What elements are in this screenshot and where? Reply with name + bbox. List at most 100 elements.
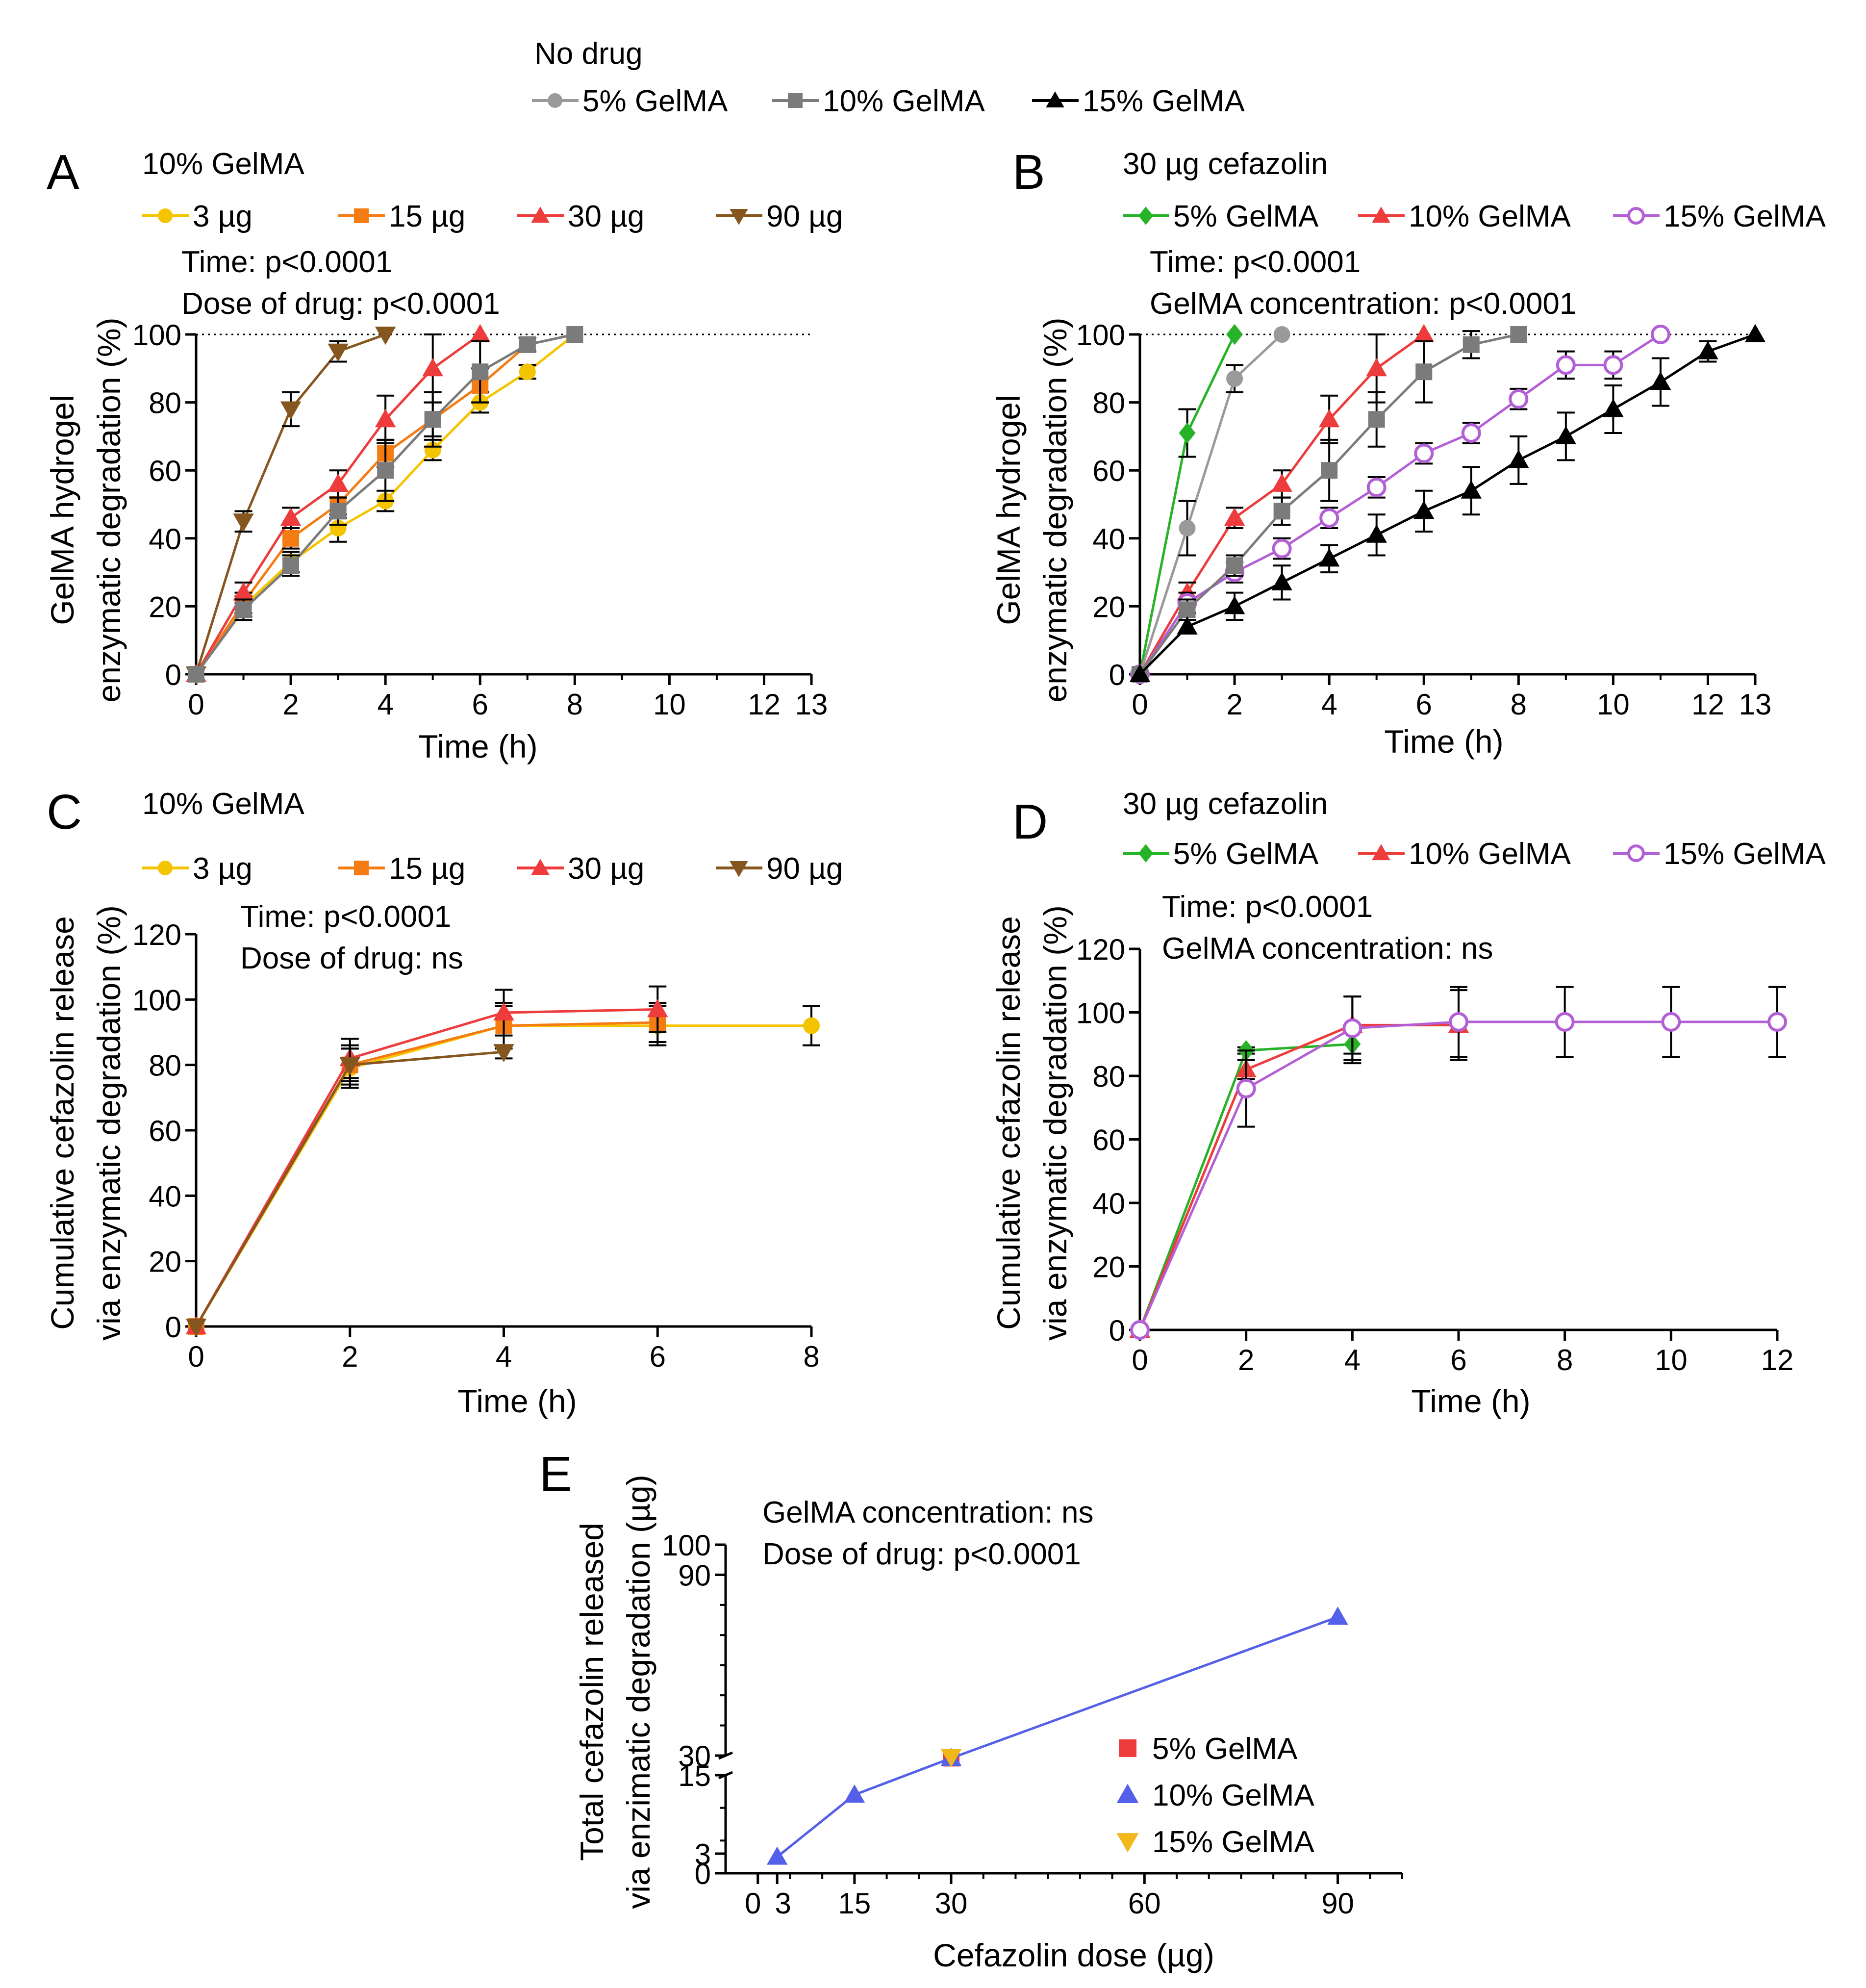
panel-D-y-tick-label: 0 (1109, 1314, 1125, 1347)
panel-B-data-point (1321, 462, 1338, 479)
panel-A-header: 10% GelMA (142, 147, 304, 181)
global-legend-entry-1-marker (788, 93, 803, 108)
panel-E-y-tick-label: 100 (662, 1529, 711, 1562)
global-legend-entry-0-label: 5% GelMA (582, 84, 728, 118)
panel-B-ylabel-line2: enzymatic degradation (%) (1037, 317, 1073, 702)
panel-A-series-0 (188, 326, 583, 683)
panel-B-data-point (1179, 520, 1196, 537)
panel-B-xlabel: Time (h) (1384, 723, 1503, 760)
panel-B-stat-time: Time: p<0.0001 (1150, 245, 1361, 279)
panel-A-legend-entry-0-label: 3 µg (193, 200, 252, 233)
panel-A-data-point (280, 507, 302, 526)
panel-B-series-4 (1132, 326, 1527, 683)
panel-E-series-2 (940, 1749, 962, 1767)
panel-B-y-tick-label: 40 (1092, 523, 1125, 556)
panel-B-header: 30 µg cefazolin (1123, 147, 1328, 181)
panel-C-y-tick-label: 20 (149, 1246, 181, 1278)
panel-B-x-tick-label: 6 (1416, 688, 1432, 721)
panel-C-header: 10% GelMA (142, 787, 304, 821)
panel-B-y-tick-label: 60 (1092, 455, 1125, 487)
panel-C-series-1 (188, 1002, 667, 1335)
panel-A-data-point (424, 411, 441, 428)
panel-A-ylabel-line1: GelMA hydrogel (44, 395, 80, 625)
panel-C-legend-entry-2-marker (531, 859, 550, 875)
panel-B-data-point (1318, 548, 1340, 567)
panel-B-data-point (1272, 538, 1292, 559)
panel-B-data-point (1461, 423, 1481, 443)
panel-B-data-point (1179, 601, 1196, 618)
panel-E-legend-label-2: 15% GelMA (1152, 1825, 1314, 1859)
panel-C-legend-entry-0-marker (158, 861, 173, 875)
panel-C-legend-entry-0-label: 3 µg (193, 852, 252, 886)
panel-letter-B: B (1012, 145, 1045, 200)
panel-D-ylabel-line2: via enzymatic degradation (%) (1037, 905, 1073, 1341)
panel-C-data-point (803, 1017, 820, 1034)
panel-B-data-point (1271, 473, 1292, 492)
panel-A-legend-entry-3-marker (730, 208, 748, 225)
panel-B-data-point (1650, 371, 1671, 390)
panel-D-plot: 0 20 40 60 80 100 120 0 2 4 6 8 10 12 5% GelMA 10% GelM… (1076, 837, 1826, 1376)
panel-A-plot: 0 20 40 60 80 100 0 2 4 6 8 10 12 13 3 µg 15 µg 30 µg 90 … (132, 200, 843, 721)
panel-B-legend-entry-2-marker (1627, 207, 1645, 225)
panel-A-legend-entry-3-label: 90 µg (766, 200, 843, 233)
panel-D-data-point (1555, 1012, 1575, 1032)
panel-B-data-point (1129, 663, 1151, 682)
panel-D-legend-entry-1-label: 10% GelMA (1409, 837, 1571, 871)
panel-E-xlabel: Cefazolin dose (µg) (933, 1937, 1214, 1973)
panel-C-y-tick-label: 60 (149, 1115, 181, 1147)
panel-A-data-point (469, 324, 491, 342)
panel-B-data-point (1226, 557, 1243, 574)
panel-B-data-point (1366, 358, 1387, 377)
panel-B-x-tick-label: 2 (1226, 688, 1242, 721)
global-legend-entry-0-marker (548, 93, 562, 108)
panel-D-header: 30 µg cefazolin (1123, 787, 1328, 821)
panel-D-data-point (1342, 1018, 1362, 1038)
panel-A-legend-entry-1-label: 15 µg (389, 200, 465, 233)
panel-B-legend-entry-1-marker (1372, 206, 1390, 223)
panel-E-ylabel-line2: via enzimatic degradation (µg) (620, 1475, 656, 1909)
panel-B-x-tick-label: 0 (1132, 688, 1148, 721)
panel-D-ylabel-line1: Cumulative cefazolin release (990, 916, 1027, 1330)
global-legend-entry-2-label: 15% GelMA (1083, 84, 1245, 118)
panel-A-data-point (235, 601, 252, 618)
panel-B-data-point (1224, 507, 1245, 526)
panel-C-legend-entry-3-marker (730, 861, 748, 877)
panel-C-series-line (195, 1008, 658, 1327)
panel-B-data-point (1271, 572, 1292, 590)
panel-B-data-point (1697, 341, 1718, 359)
panel-A-data-point (377, 462, 394, 479)
panel-E-x-tick-label: 0 (745, 1887, 761, 1920)
panel-B-y-tick-label: 100 (1076, 319, 1125, 352)
panel-B-data-point (1603, 355, 1623, 375)
panel-A-data-point (422, 358, 443, 377)
panel-C-y-tick-label: 80 (149, 1049, 181, 1082)
panel-D-stat-gelma: GelMA concentration: ns (1162, 932, 1493, 966)
panel-C-legend-entry-2-label: 30 µg (568, 852, 644, 886)
panel-B-legend-entry-2-label: 15% GelMA (1664, 200, 1826, 233)
panel-D-legend-entry-1-marker (1372, 844, 1390, 861)
global-legend-title: No drug (534, 37, 643, 71)
panel-E-legend-label-1: 10% GelMA (1152, 1779, 1314, 1812)
panel-C-xlabel: Time (h) (457, 1383, 577, 1419)
panel-E-x-tick-label: 3 (775, 1887, 791, 1920)
panel-D-data-point (1236, 1078, 1256, 1098)
panel-A-data-point (329, 503, 347, 520)
panel-D-legend-entry-0-label: 5% GelMA (1173, 837, 1319, 871)
panel-B-data-point (1510, 326, 1527, 343)
panel-B-data-point (1413, 501, 1435, 519)
panel-C-x-tick-label: 2 (342, 1340, 358, 1373)
panel-A-data-point (282, 557, 300, 574)
panel-B-series-5 (1129, 324, 1766, 682)
panel-B-stat-gelma: GelMA concentration: p<0.0001 (1150, 287, 1576, 321)
panel-D-y-tick-label: 60 (1092, 1124, 1125, 1157)
panel-B-data-point (1463, 336, 1480, 353)
panel-A-data-point (233, 513, 254, 532)
panel-B-plot: 0 20 40 60 80 100 0 2 4 6 8 10 12 13 5% GelMA 10% GelMA… (1076, 200, 1826, 721)
panel-A-xlabel: Time (h) (418, 728, 537, 765)
panel-A-data-point (188, 666, 204, 683)
panel-C-data-point (647, 999, 668, 1018)
panel-B-y-tick-label: 80 (1092, 387, 1125, 420)
panel-D-data-point (1130, 1320, 1150, 1340)
panel-D-x-tick-label: 2 (1238, 1344, 1254, 1376)
